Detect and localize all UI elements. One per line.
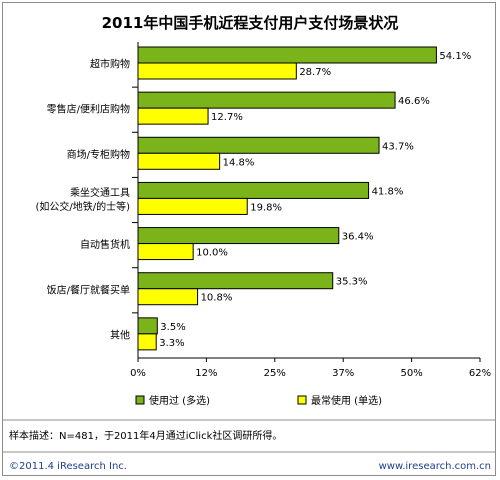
legend-swatch-used (135, 395, 145, 405)
category-label: 乘坐交通工具 (70, 186, 130, 199)
x-tick-label: 0% (130, 368, 146, 379)
bar-used (137, 227, 340, 245)
bar-used (137, 46, 437, 64)
value-label-used: 54.1% (439, 51, 471, 62)
bar-most-used (137, 197, 248, 215)
category-label: 其他 (110, 328, 130, 341)
x-tick-label: 50% (400, 368, 422, 379)
legend-label-most-used: 最常使用 (单选) (311, 394, 382, 407)
sample-note: 样本描述：N=481，于2011年4月通过iClick社区调研所得。 (9, 429, 282, 442)
chart-title: 2011年中国手机近程支付用户支付场景状况 (102, 14, 399, 32)
bar-most-used (137, 62, 297, 80)
bar-most-used (137, 333, 157, 351)
value-label-most-used: 12.7% (211, 112, 243, 123)
bar-most-used (137, 243, 194, 261)
value-label-most-used: 3.3% (159, 338, 184, 349)
value-label-most-used: 14.8% (223, 157, 255, 168)
legend: 使用过 (多选) 最常使用 (单选) (135, 394, 382, 407)
bar-used (137, 91, 396, 109)
value-label-most-used: 10.8% (201, 293, 233, 304)
bar-most-used (137, 107, 209, 125)
x-tick-label: 62% (469, 368, 491, 379)
value-label-most-used: 28.7% (299, 67, 331, 78)
bar-most-used (137, 288, 199, 306)
bar-used (137, 181, 370, 199)
value-label-most-used: 19.8% (250, 202, 282, 213)
x-tick-label: 12% (195, 368, 217, 379)
legend-label-used: 使用过 (多选) (149, 394, 210, 407)
x-tick-label: 37% (332, 368, 354, 379)
category-label: 饭店/餐厅就餐买单 (47, 283, 130, 296)
bar-used (137, 317, 158, 335)
website-link[interactable]: www.iresearch.com.cn (379, 461, 491, 472)
category-label: 自动售货机 (80, 238, 130, 251)
bar-used (137, 136, 380, 154)
bar-most-used (137, 152, 221, 170)
category-label: 商场/专柜购物 (67, 148, 130, 161)
value-label-used: 41.8% (372, 186, 404, 197)
legend-swatch-most-used (297, 395, 307, 405)
value-label-used: 46.6% (398, 96, 430, 107)
value-label-most-used: 10.0% (196, 248, 228, 259)
copyright-text: ©2011.4 iResearch Inc. (9, 461, 127, 472)
value-label-used: 43.7% (382, 141, 414, 152)
bar-used (137, 272, 334, 290)
plot-area: 54.1% 28.7% 超市购物 46.6% 12.7% 零售店/便利店购物 43.7% 14… (35, 42, 491, 379)
category-label-line2: (如公交/地铁/的士等) (35, 200, 130, 213)
value-label-used: 3.5% (160, 322, 185, 333)
x-tick-label: 25% (264, 368, 286, 379)
value-label-used: 36.4% (342, 232, 374, 243)
value-label-used: 35.3% (336, 277, 368, 288)
category-label: 超市购物 (90, 58, 130, 71)
category-label: 零售店/便利店购物 (47, 103, 130, 116)
